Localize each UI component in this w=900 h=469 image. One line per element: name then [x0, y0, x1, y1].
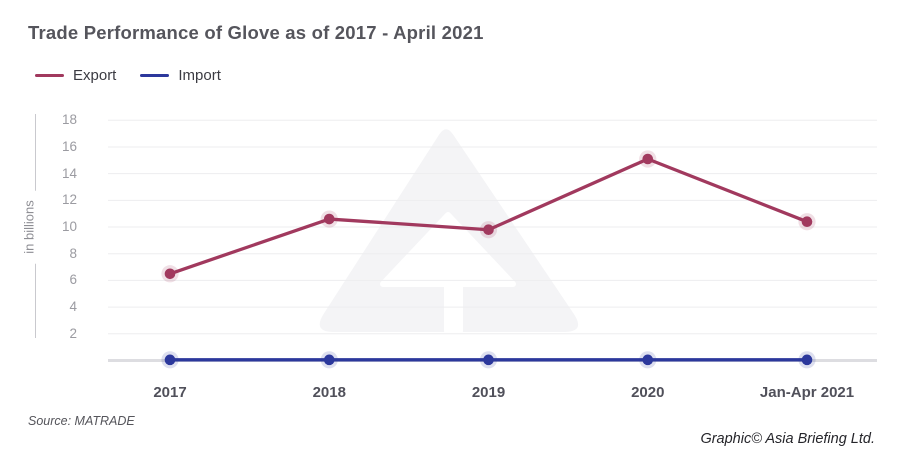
y-tick-label: 18	[61, 112, 77, 128]
import-point[interactable]	[164, 354, 176, 366]
legend-item-import[interactable]: Import	[140, 67, 221, 84]
import-point[interactable]	[801, 354, 813, 366]
x-axis-label: Jan-Apr 2021	[759, 384, 855, 401]
export-point[interactable]	[323, 213, 335, 225]
export-point[interactable]	[642, 153, 654, 165]
source-note: Source: MATRADE	[28, 414, 135, 428]
y-tick-label: 16	[61, 138, 77, 154]
y-tick-label: 6	[69, 272, 77, 288]
y-tick-label: 14	[61, 165, 77, 181]
legend: Export Import	[35, 67, 221, 84]
legend-label: Export	[73, 67, 117, 84]
y-tick-label: 10	[61, 219, 77, 235]
import-point[interactable]	[323, 354, 335, 366]
y-tick-label: 2	[69, 325, 77, 341]
x-axis-label: 2018	[312, 384, 346, 401]
asia-briefing-watermark-logo	[319, 129, 579, 333]
watermark-center-slit	[444, 280, 463, 333]
y-tick-label: 12	[61, 192, 77, 208]
x-axis-label: 2019	[471, 384, 506, 401]
credit-note: Graphic© Asia Briefing Ltd.	[700, 431, 875, 447]
import-point[interactable]	[642, 354, 654, 366]
export-series	[161, 150, 816, 283]
import-series	[161, 351, 816, 369]
y-tick-label: 8	[69, 245, 77, 261]
import-point[interactable]	[483, 354, 494, 366]
import-legend-line-marker	[140, 73, 170, 78]
export-point[interactable]	[164, 268, 176, 280]
x-axis-label: 2020	[631, 384, 665, 401]
legend-item-export[interactable]: Export	[35, 67, 116, 84]
export-point[interactable]	[801, 216, 813, 228]
series-layer	[161, 150, 816, 369]
y-tick-label: 4	[69, 299, 77, 315]
chart-title: Trade Performance of Glove as of 2017 - …	[28, 22, 484, 43]
export-legend-line-marker	[35, 73, 64, 78]
legend-label: Import	[178, 67, 221, 84]
export-point[interactable]	[483, 224, 494, 236]
x-axis-label: 2017	[153, 384, 187, 401]
